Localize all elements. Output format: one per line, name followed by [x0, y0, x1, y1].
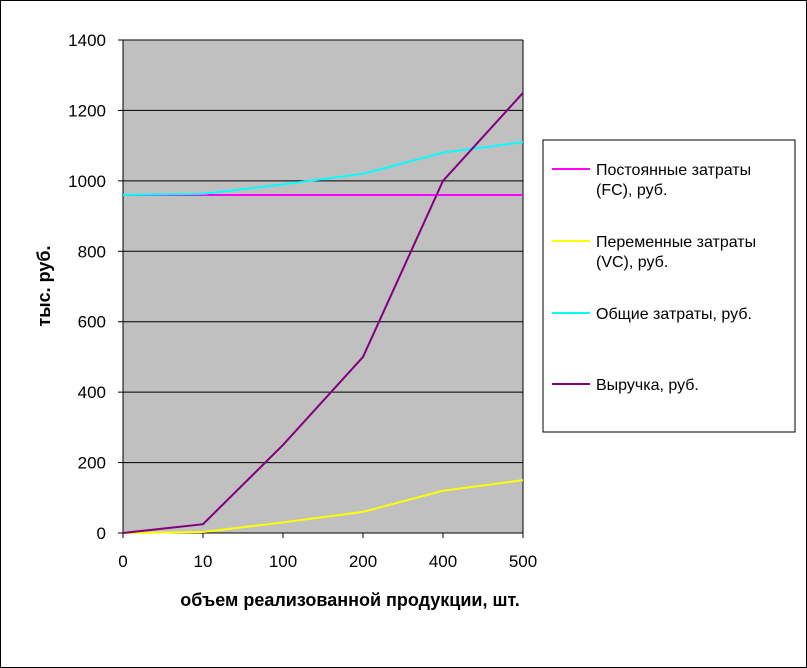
y-tick-label: 600 — [78, 313, 106, 332]
x-tick-labels: 0 10 100 200 400 500 — [118, 533, 537, 571]
y-tick-labels: 0 200 400 600 800 1000 1200 1400 — [68, 31, 123, 543]
y-tick-label: 400 — [78, 383, 106, 402]
series-lines — [122, 92, 524, 534]
y-tick-label: 200 — [78, 454, 106, 473]
x-tick-label: 200 — [349, 552, 377, 571]
legend-label-3: Выручка, руб. — [596, 377, 699, 394]
y-tick-label: 1200 — [68, 101, 106, 120]
x-axis-title: объем реализованной продукции, шт. — [180, 590, 519, 610]
x-tick-label: 10 — [194, 552, 213, 571]
x-tick-label: 500 — [509, 552, 537, 571]
series-line-3 — [122, 92, 524, 534]
y-axis-title: тыс. руб. — [34, 245, 54, 326]
y-tick-label: 800 — [78, 242, 106, 261]
legend-label-1: Переменные затраты — [596, 234, 756, 251]
x-tick-label: 100 — [269, 552, 297, 571]
y-tick-label: 1000 — [68, 172, 106, 191]
legend-label-0: (FC), руб. — [596, 182, 667, 199]
y-tick-label: 0 — [97, 524, 106, 543]
x-tick-label: 400 — [429, 552, 457, 571]
x-tick-label: 0 — [118, 552, 127, 571]
legend: Постоянные затраты (FC), руб. Переменные з… — [542, 139, 796, 433]
series-line-2 — [122, 141, 524, 196]
series-line-1 — [122, 479, 524, 534]
legend-label-0: Постоянные затраты — [596, 162, 751, 179]
plot-area — [123, 40, 523, 533]
y-tick-label: 1400 — [68, 31, 106, 50]
legend-label-2: Общие затраты, руб. — [596, 306, 752, 323]
legend-label-1: (VC), руб. — [596, 254, 668, 271]
